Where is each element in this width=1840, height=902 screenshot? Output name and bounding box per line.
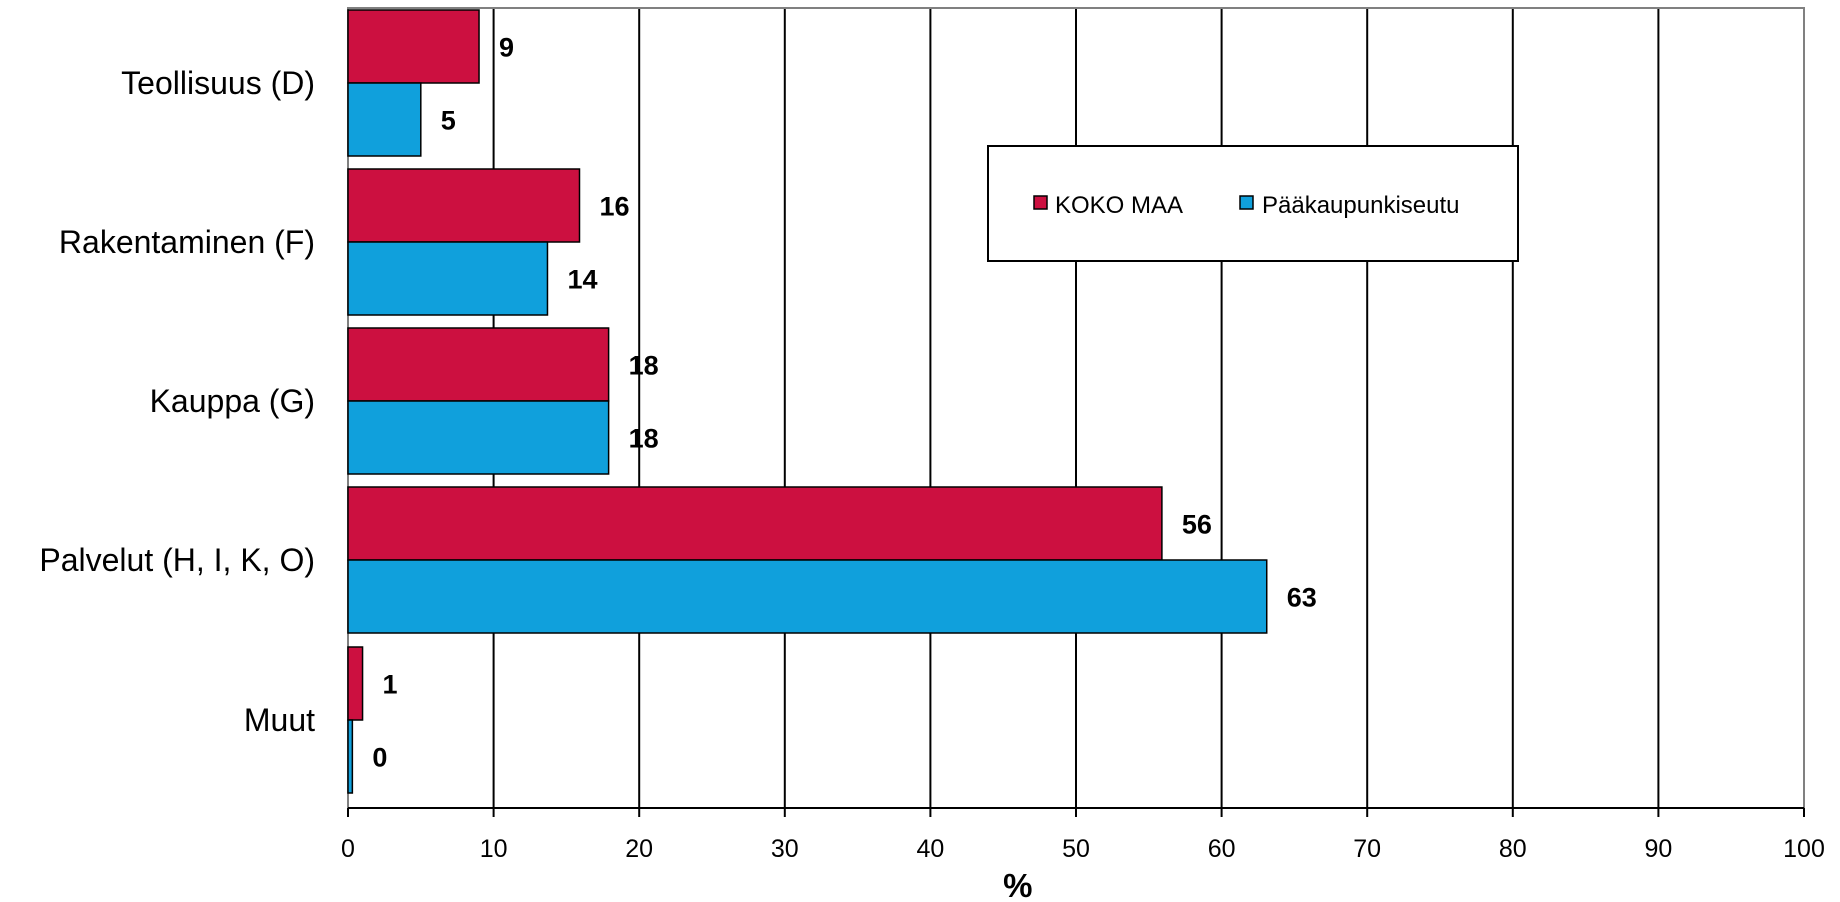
category-label-3: Palvelut (H, I, K, O) [39, 542, 315, 578]
legend-swatch-koko-maa [1033, 195, 1048, 210]
x-tick-label-90: 90 [1644, 835, 1672, 863]
data-label-koko-maa-0: 9 [499, 33, 514, 63]
bar-koko-maa-2 [347, 327, 610, 402]
bars [347, 9, 1268, 794]
x-tick-label-70: 70 [1353, 835, 1381, 863]
data-label-koko-maa-1: 16 [600, 192, 630, 222]
legend-swatch-paakaupunkiseutu [1239, 195, 1254, 210]
data-label-paakaupunkiseutu-4: 0 [372, 743, 387, 773]
data-label-koko-maa-2: 18 [629, 351, 659, 381]
bar-koko-maa-3 [347, 486, 1163, 561]
category-label-0: Teollisuus (D) [121, 65, 315, 101]
data-label-koko-maa-4: 1 [383, 670, 398, 700]
x-tick-label-20: 20 [625, 835, 653, 863]
category-label-2: Kauppa (G) [150, 383, 315, 419]
x-tick-label-50: 50 [1062, 835, 1090, 863]
data-label-paakaupunkiseutu-1: 14 [567, 265, 597, 295]
category-label-1: Rakentaminen (F) [59, 224, 315, 260]
x-tick-label-0: 0 [341, 835, 355, 863]
gridlines [492, 8, 1660, 808]
category-label-4: Muut [244, 702, 315, 738]
x-tick-label-60: 60 [1208, 835, 1236, 863]
data-label-koko-maa-3: 56 [1182, 510, 1212, 540]
data-label-paakaupunkiseutu-2: 18 [629, 424, 659, 454]
x-axis-title: % [1003, 867, 1032, 902]
bar-paakaupunkiseutu-2 [347, 400, 610, 475]
bar-paakaupunkiseutu-3 [347, 559, 1268, 634]
data-label-paakaupunkiseutu-0: 5 [441, 106, 456, 136]
legend-label-koko-maa: KOKO MAA [1055, 192, 1183, 219]
x-tick-label-40: 40 [916, 835, 944, 863]
bar-koko-maa-0 [347, 9, 480, 84]
data-label-paakaupunkiseutu-3: 63 [1287, 583, 1317, 613]
bar-koko-maa-1 [347, 168, 581, 243]
bar-paakaupunkiseutu-0 [347, 82, 422, 157]
bar-koko-maa-4 [347, 646, 364, 721]
x-tick-label-100: 100 [1783, 835, 1825, 863]
axes: Teollisuus (D) Rakentaminen (F) Kauppa (G)… [39, 65, 1824, 902]
bar-paakaupunkiseutu-4 [347, 719, 354, 794]
x-tick-label-30: 30 [771, 835, 799, 863]
legend: KOKO MAA Pääkaupunkiseutu [987, 145, 1519, 262]
data-labels: 9 5 16 14 18 18 56 63 1 0 [372, 33, 1316, 773]
x-tick-label-10: 10 [480, 835, 508, 863]
legend-label-paakaupunkiseutu: Pääkaupunkiseutu [1262, 192, 1459, 219]
x-tick-label-80: 80 [1499, 835, 1527, 863]
bar-paakaupunkiseutu-1 [347, 241, 549, 316]
